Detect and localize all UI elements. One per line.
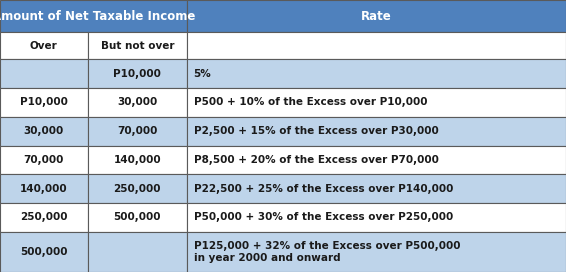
Bar xyxy=(187,203,566,232)
Text: 250,000: 250,000 xyxy=(114,184,161,194)
Text: Amount of Net Taxable Income: Amount of Net Taxable Income xyxy=(0,10,195,23)
Text: But not over: But not over xyxy=(101,41,174,51)
Bar xyxy=(88,88,187,117)
Bar xyxy=(187,0,566,32)
Text: Over: Over xyxy=(30,41,58,51)
Bar xyxy=(0,232,88,272)
Text: P10,000: P10,000 xyxy=(20,97,68,107)
Text: P50,000 + 30% of the Excess over P250,000: P50,000 + 30% of the Excess over P250,00… xyxy=(194,212,453,222)
Text: 500,000: 500,000 xyxy=(114,212,161,222)
Text: P10,000: P10,000 xyxy=(113,69,161,79)
Text: 30,000: 30,000 xyxy=(24,126,64,136)
Bar xyxy=(0,174,88,203)
Bar xyxy=(88,174,187,203)
Bar xyxy=(88,32,187,59)
Text: P8,500 + 20% of the Excess over P70,000: P8,500 + 20% of the Excess over P70,000 xyxy=(194,155,439,165)
Text: 30,000: 30,000 xyxy=(117,97,157,107)
Bar xyxy=(88,59,187,88)
Bar xyxy=(0,59,88,88)
Text: P125,000 + 32% of the Excess over P500,000
in year 2000 and onward: P125,000 + 32% of the Excess over P500,0… xyxy=(194,241,460,263)
Text: P500 + 10% of the Excess over P10,000: P500 + 10% of the Excess over P10,000 xyxy=(194,97,427,107)
Bar xyxy=(187,117,566,146)
Text: 140,000: 140,000 xyxy=(113,155,161,165)
Bar xyxy=(187,88,566,117)
Bar xyxy=(0,117,88,146)
Bar xyxy=(187,232,566,272)
Bar xyxy=(187,32,566,59)
Bar xyxy=(187,146,566,174)
Bar xyxy=(0,203,88,232)
Bar xyxy=(187,174,566,203)
Text: 500,000: 500,000 xyxy=(20,247,67,257)
Text: 5%: 5% xyxy=(194,69,211,79)
Bar xyxy=(88,146,187,174)
Text: 250,000: 250,000 xyxy=(20,212,67,222)
Bar xyxy=(88,232,187,272)
Text: P2,500 + 15% of the Excess over P30,000: P2,500 + 15% of the Excess over P30,000 xyxy=(194,126,438,136)
Bar xyxy=(187,59,566,88)
Bar xyxy=(0,32,88,59)
Bar xyxy=(0,146,88,174)
Bar xyxy=(0,88,88,117)
Bar xyxy=(0,0,187,32)
Text: 70,000: 70,000 xyxy=(24,155,64,165)
Bar xyxy=(88,117,187,146)
Text: P22,500 + 25% of the Excess over P140,000: P22,500 + 25% of the Excess over P140,00… xyxy=(194,184,453,194)
Bar xyxy=(88,203,187,232)
Text: Rate: Rate xyxy=(361,10,392,23)
Text: 140,000: 140,000 xyxy=(20,184,68,194)
Text: 70,000: 70,000 xyxy=(117,126,157,136)
